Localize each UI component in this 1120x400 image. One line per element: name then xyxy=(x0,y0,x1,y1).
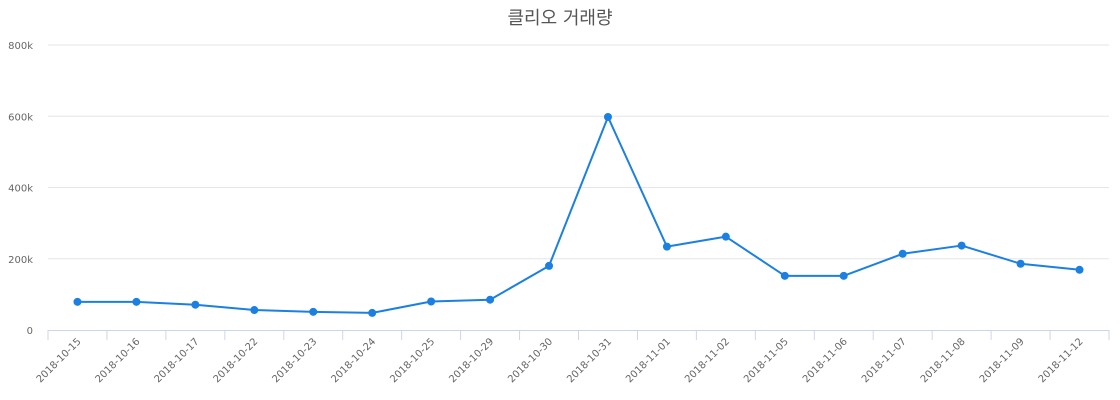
x-tick-label: 2018-11-06 xyxy=(801,336,850,385)
y-tick-label: 400k xyxy=(8,184,33,195)
x-tick-label: 2018-10-17 xyxy=(153,336,202,385)
data-point-marker[interactable] xyxy=(898,249,907,258)
data-point-marker[interactable] xyxy=(132,297,141,306)
data-point-marker[interactable] xyxy=(780,271,789,280)
gridlines xyxy=(48,44,1109,260)
y-axis: 0 200k 400k 600k 800k xyxy=(8,41,33,337)
data-point-marker[interactable] xyxy=(427,297,436,306)
data-point-marker[interactable] xyxy=(957,241,966,250)
y-tick-label: 200k xyxy=(8,255,33,266)
x-tick-label: 2018-10-24 xyxy=(329,336,378,385)
data-point-marker[interactable] xyxy=(1075,265,1084,274)
x-tick-label: 2018-10-23 xyxy=(270,336,319,385)
data-point-marker[interactable] xyxy=(486,295,495,304)
x-tick-label: 2018-11-07 xyxy=(860,336,909,385)
x-tick-label: 2018-11-01 xyxy=(624,336,673,385)
x-tick-label: 2018-10-29 xyxy=(447,336,496,385)
x-tick-label: 2018-10-25 xyxy=(388,336,437,385)
x-tick-label: 2018-10-15 xyxy=(35,336,84,385)
x-tick-label: 2018-10-22 xyxy=(212,336,261,385)
data-point-marker[interactable] xyxy=(662,242,671,251)
y-tick-label: 800k xyxy=(8,41,33,52)
y-tick-label: 600k xyxy=(8,112,33,123)
data-point-marker[interactable] xyxy=(839,271,848,280)
chart-title: 클리오 거래량 xyxy=(507,8,613,29)
x-tick-label: 2018-10-31 xyxy=(565,336,614,385)
x-tick-label: 2018-10-16 xyxy=(94,336,143,385)
data-point-marker[interactable] xyxy=(250,306,259,315)
y-tick-label: 0 xyxy=(27,326,33,337)
data-point-marker[interactable] xyxy=(721,232,730,241)
data-point-marker[interactable] xyxy=(73,297,82,306)
x-tick-label: 2018-10-30 xyxy=(506,336,555,385)
x-tick-label: 2018-11-09 xyxy=(978,336,1027,385)
x-tick-label: 2018-11-02 xyxy=(683,336,732,385)
data-point-marker[interactable] xyxy=(191,300,200,309)
x-tick-label: 2018-11-08 xyxy=(919,336,968,385)
x-tick-label: 2018-11-12 xyxy=(1037,336,1086,385)
series-line xyxy=(73,112,1084,317)
data-point-marker[interactable] xyxy=(603,112,612,121)
data-point-marker[interactable] xyxy=(309,307,318,316)
data-point-marker[interactable] xyxy=(545,261,554,270)
data-point-marker[interactable] xyxy=(1016,259,1025,268)
data-point-marker[interactable] xyxy=(368,308,377,317)
series-path xyxy=(77,115,1080,314)
x-tick-label: 2018-11-05 xyxy=(742,336,791,385)
x-axis: 2018-10-15 2018-10-16 2018-10-17 2018-10-22… xyxy=(35,330,1110,385)
